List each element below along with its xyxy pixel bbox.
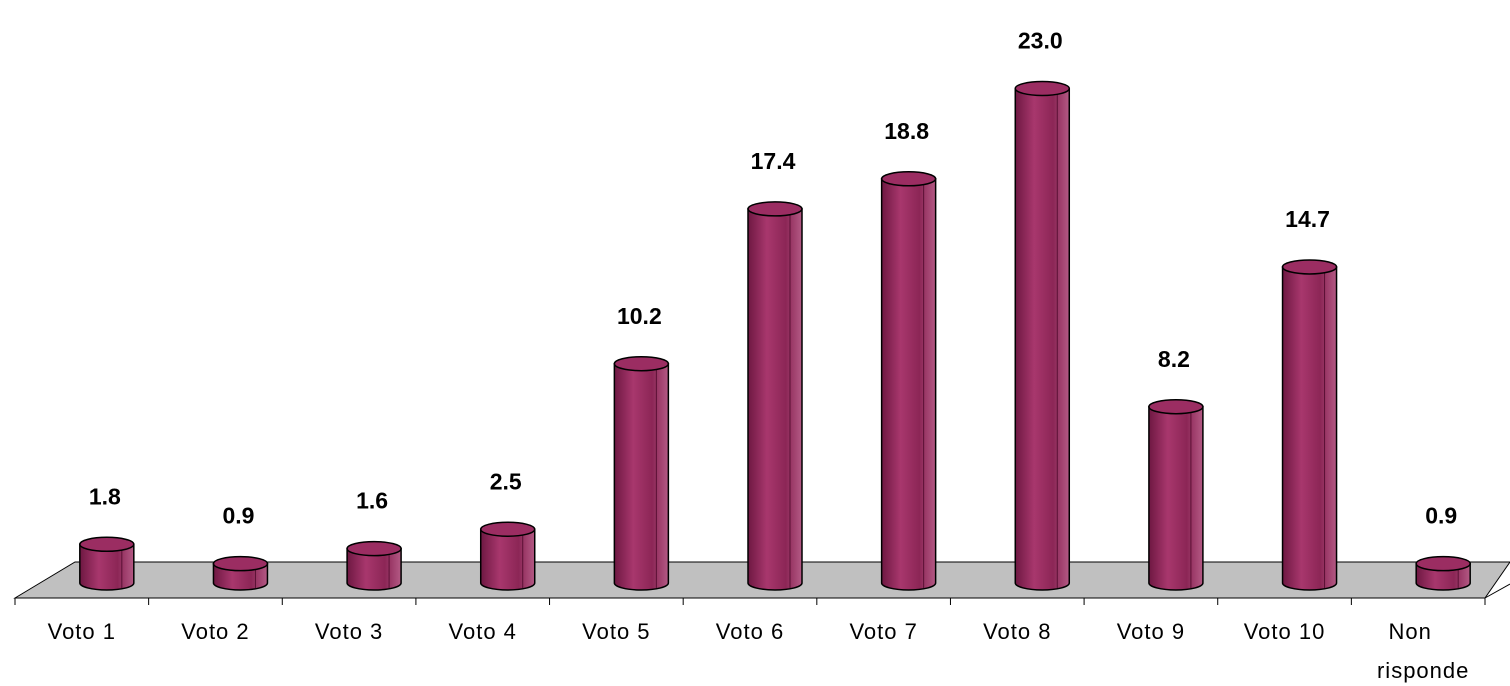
bar-body — [346, 547, 402, 591]
x-tick-label: Voto 1 — [48, 619, 116, 644]
bar — [212, 555, 269, 591]
bar-top — [1415, 555, 1471, 572]
bar-top — [1148, 398, 1204, 415]
value-label: 1.6 — [356, 488, 388, 514]
bar-top — [1014, 80, 1071, 97]
bar-top — [880, 171, 937, 187]
bar-top — [346, 540, 402, 557]
value-label: 23.0 — [1018, 28, 1063, 54]
value-label: 1.8 — [89, 483, 121, 509]
bar — [479, 521, 536, 591]
value-label: 17.4 — [751, 148, 796, 174]
x-tick-label: Voto 4 — [449, 619, 517, 644]
x-tick-label: Voto 7 — [849, 619, 917, 644]
value-label: 18.8 — [884, 118, 929, 144]
value-label: 14.7 — [1285, 206, 1330, 232]
value-label: 10.2 — [617, 303, 662, 329]
axis-line — [1484, 583, 1510, 599]
x-tick-label: Voto 6 — [716, 619, 784, 644]
bar-body — [613, 362, 670, 591]
bar-top — [747, 201, 803, 217]
bar-body — [747, 208, 803, 591]
x-tick-label: Voto 10 — [1244, 619, 1326, 644]
bar-top — [1281, 259, 1338, 275]
value-label: 0.9 — [222, 503, 254, 529]
x-tick-label: Voto 9 — [1117, 619, 1185, 644]
bar-top — [79, 536, 135, 553]
bar-body — [1148, 405, 1204, 591]
bar-top — [479, 521, 536, 537]
x-tick-label: Voto 5 — [582, 619, 650, 644]
bar-top — [212, 555, 269, 572]
bar — [79, 536, 135, 591]
bar-body — [1014, 87, 1071, 591]
bar-body — [79, 543, 135, 591]
x-tick-label: Voto 3 — [315, 619, 383, 644]
x-tick-label: Non risponde — [1377, 619, 1469, 683]
bar — [346, 540, 402, 591]
value-label: 0.9 — [1425, 503, 1457, 529]
bar — [880, 171, 937, 591]
bar — [747, 201, 803, 591]
value-label: 8.2 — [1158, 346, 1190, 372]
x-tick-label: Voto 2 — [181, 619, 249, 644]
bar-top — [613, 355, 670, 372]
x-tick-label: Voto 8 — [983, 619, 1051, 644]
bar — [1014, 80, 1071, 591]
bar — [1415, 555, 1471, 591]
bar-body — [1281, 266, 1338, 591]
bar-body — [479, 528, 536, 591]
bar — [613, 355, 670, 591]
bar — [1148, 398, 1204, 591]
bar-body — [880, 178, 937, 591]
value-label: 2.5 — [490, 468, 522, 494]
bar — [1281, 259, 1338, 591]
